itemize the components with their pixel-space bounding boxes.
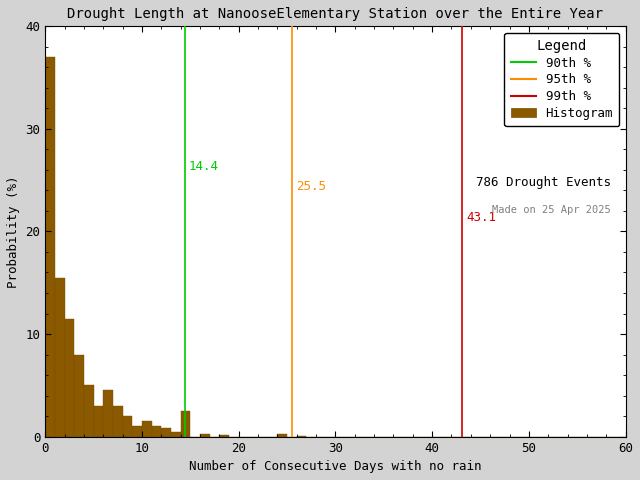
Bar [84, 385, 93, 437]
Title: Drought Length at NanooseElementary Station over the Entire Year: Drought Length at NanooseElementary Stat… [67, 7, 604, 21]
Bar [104, 390, 113, 437]
Bar [74, 355, 84, 437]
X-axis label: Number of Consecutive Days with no rain: Number of Consecutive Days with no rain [189, 460, 482, 473]
Bar [161, 429, 171, 437]
Bar [55, 277, 65, 437]
Bar [180, 411, 191, 437]
Bar [132, 426, 142, 437]
Y-axis label: Probability (%): Probability (%) [7, 175, 20, 288]
Bar [200, 433, 210, 437]
Bar [142, 421, 152, 437]
Bar [220, 434, 229, 437]
Bar [93, 406, 104, 437]
Bar [277, 433, 287, 437]
Text: 14.4: 14.4 [188, 160, 218, 173]
Bar [45, 57, 55, 437]
Text: 25.5: 25.5 [296, 180, 326, 193]
Bar [152, 426, 161, 437]
Text: 43.1: 43.1 [466, 211, 496, 224]
Legend: 90th %, 95th %, 99th %, Histogram: 90th %, 95th %, 99th %, Histogram [504, 33, 620, 126]
Bar [297, 436, 307, 437]
Bar [123, 416, 132, 437]
Text: Made on 25 Apr 2025: Made on 25 Apr 2025 [492, 205, 611, 215]
Bar [65, 319, 74, 437]
Bar [171, 432, 180, 437]
Bar [113, 406, 123, 437]
Text: 786 Drought Events: 786 Drought Events [476, 176, 611, 189]
